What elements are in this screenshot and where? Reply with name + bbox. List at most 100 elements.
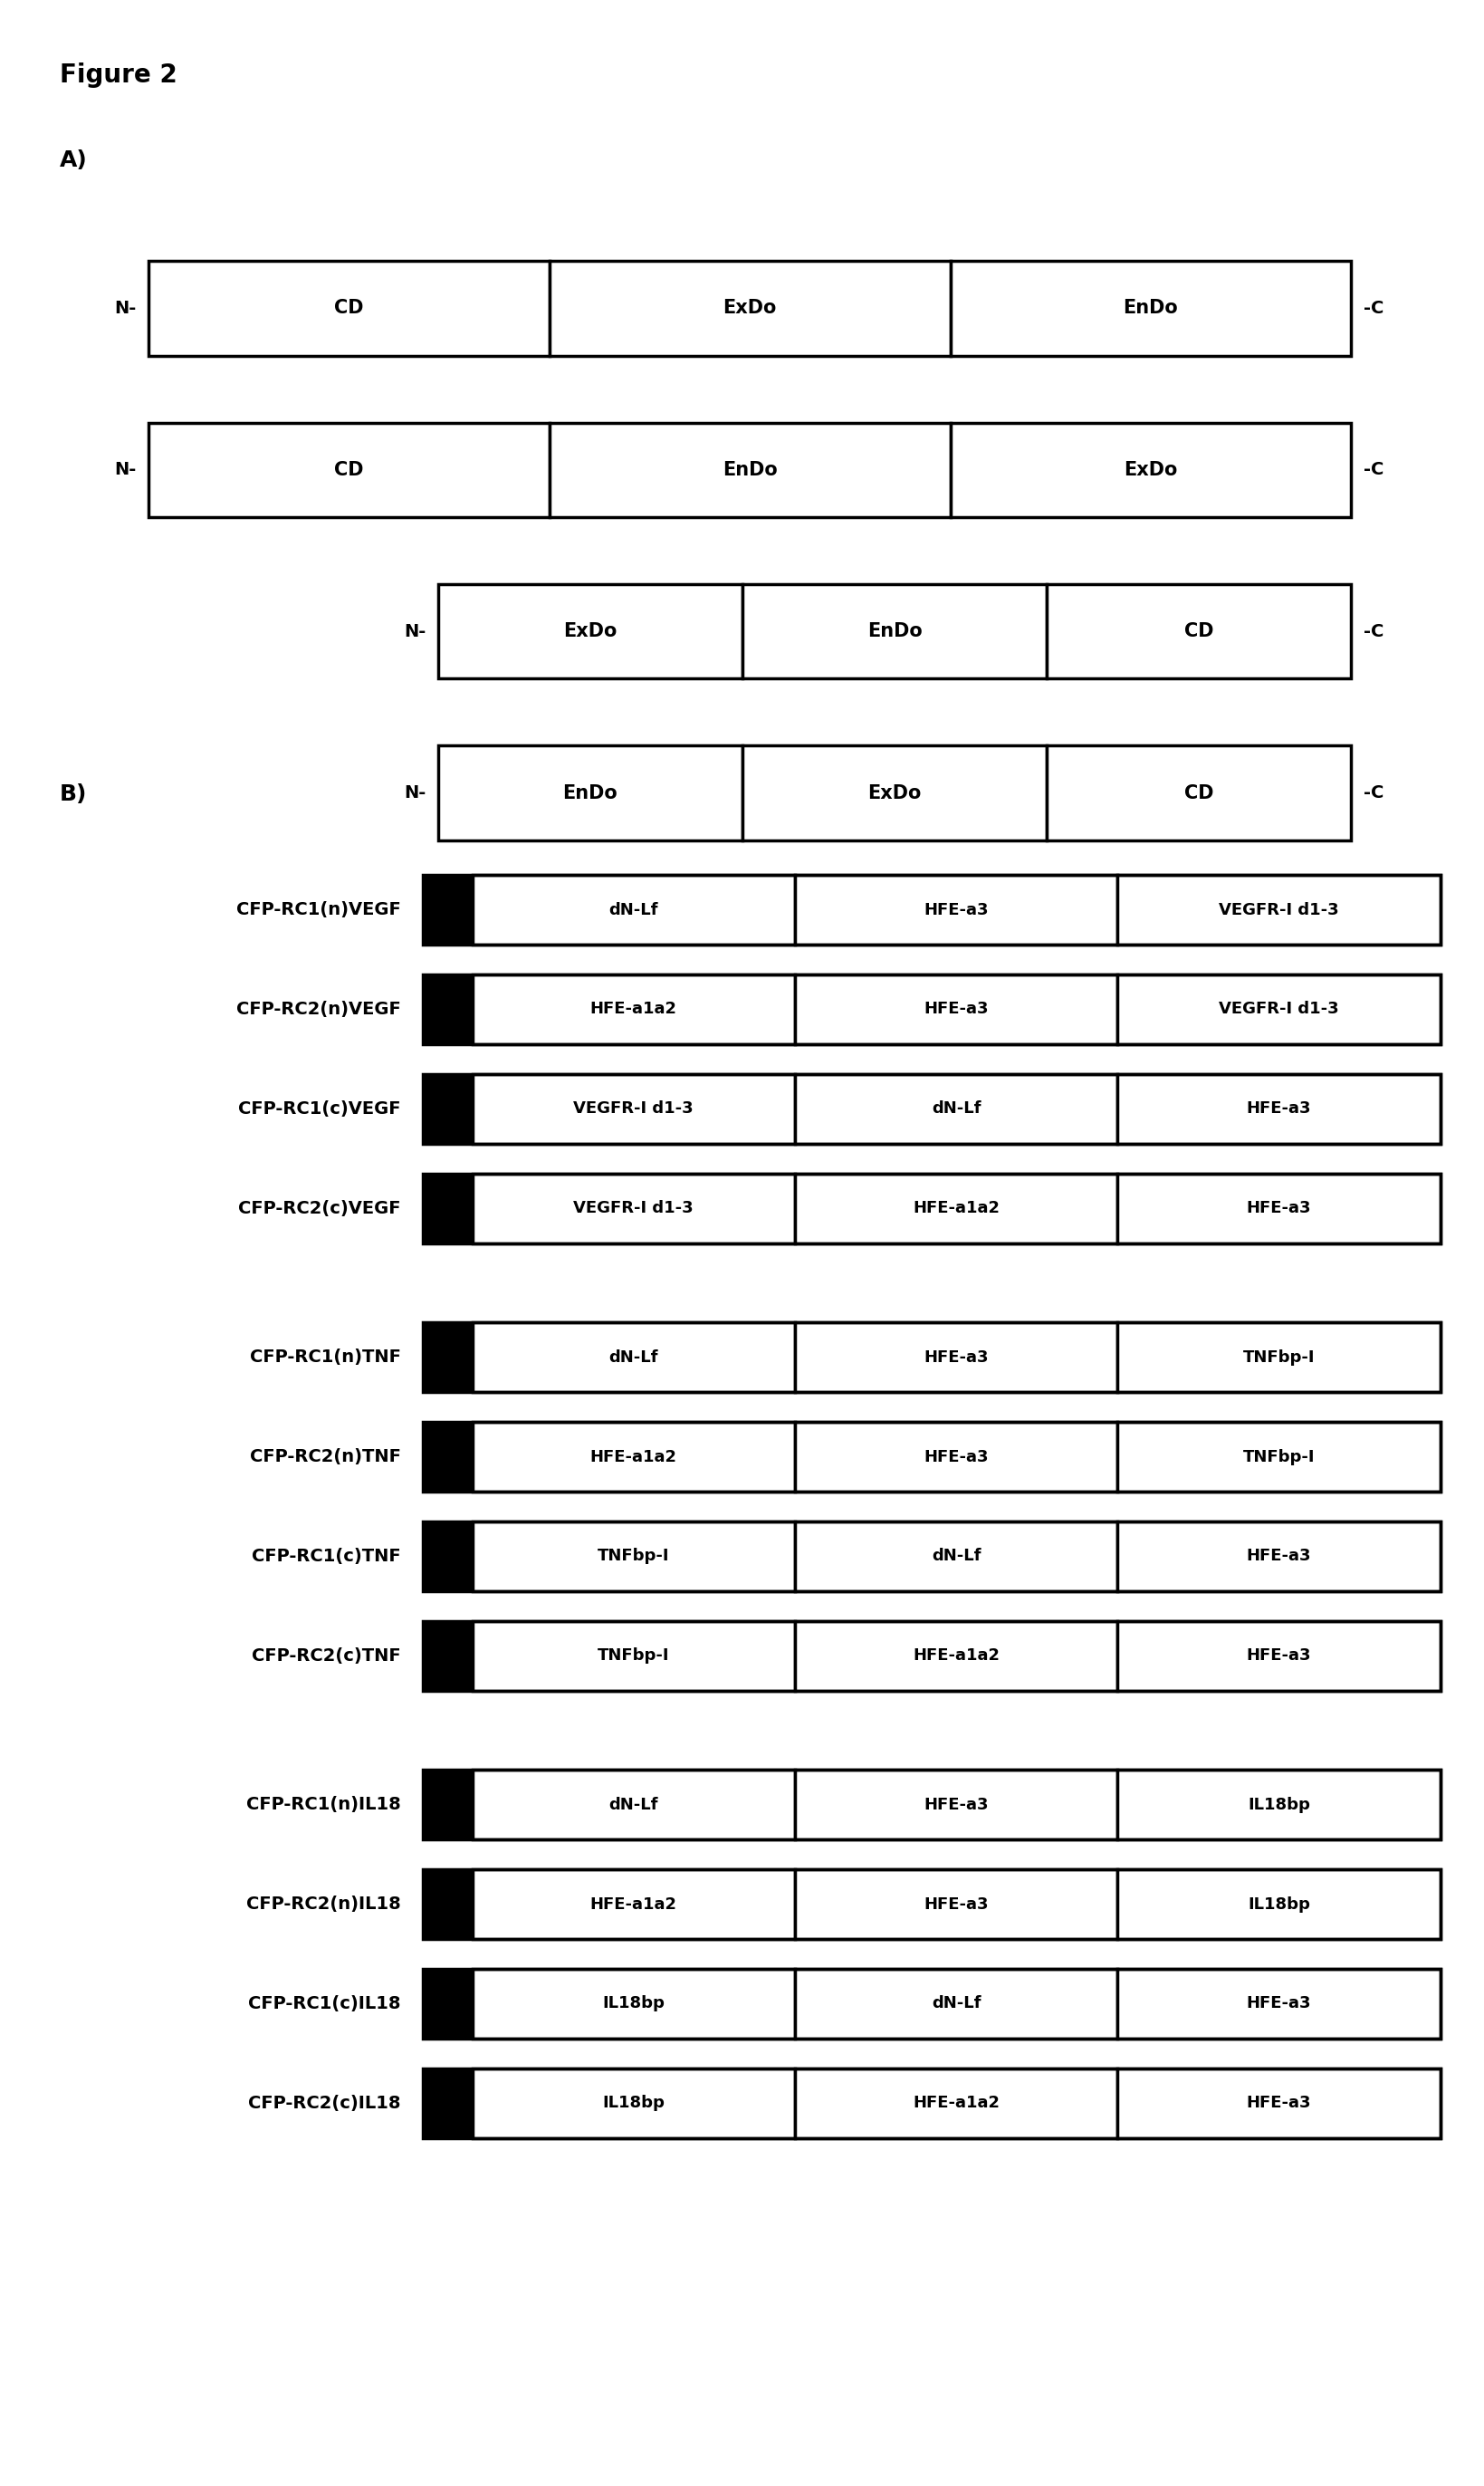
Text: CD: CD xyxy=(1184,783,1212,803)
Text: CFP-RC2(n)VEGF: CFP-RC2(n)VEGF xyxy=(236,1002,401,1017)
Text: HFE-a1a2: HFE-a1a2 xyxy=(913,2096,999,2111)
Bar xyxy=(1117,1521,1439,1591)
Text: CFP-RC2(n)TNF: CFP-RC2(n)TNF xyxy=(249,1449,401,1464)
Bar xyxy=(148,423,549,517)
Text: -C: -C xyxy=(1362,301,1383,316)
Text: CD: CD xyxy=(334,298,364,318)
Bar xyxy=(794,1422,1117,1492)
Text: CFP-RC1(n)TNF: CFP-RC1(n)TNF xyxy=(249,1350,401,1365)
Bar xyxy=(423,1323,1439,1392)
Bar xyxy=(472,1173,794,1243)
Bar xyxy=(794,1969,1117,2039)
Bar xyxy=(549,261,950,355)
Text: HFE-a3: HFE-a3 xyxy=(1247,1549,1310,1564)
Text: ExDo: ExDo xyxy=(1123,460,1177,480)
Bar xyxy=(1046,746,1350,840)
Bar xyxy=(423,1969,1439,2039)
Text: HFE-a1a2: HFE-a1a2 xyxy=(589,1449,677,1464)
Text: HFE-a1a2: HFE-a1a2 xyxy=(589,1897,677,1912)
Text: HFE-a3: HFE-a3 xyxy=(923,902,988,917)
Bar xyxy=(1117,1969,1439,2039)
Text: dN-Lf: dN-Lf xyxy=(608,1350,657,1365)
Bar xyxy=(472,1521,794,1591)
Text: A): A) xyxy=(59,149,88,172)
Bar xyxy=(423,1422,472,1492)
Bar xyxy=(438,584,742,679)
Text: EnDo: EnDo xyxy=(867,622,922,641)
Text: IL18bp: IL18bp xyxy=(603,1996,665,2011)
Text: CFP-RC2(c)TNF: CFP-RC2(c)TNF xyxy=(252,1648,401,1663)
Text: HFE-a3: HFE-a3 xyxy=(923,1897,988,1912)
Bar xyxy=(423,1422,1439,1492)
Text: dN-Lf: dN-Lf xyxy=(930,1549,981,1564)
Bar xyxy=(794,875,1117,945)
Bar xyxy=(423,2068,1439,2138)
Bar xyxy=(472,1621,794,1690)
Bar xyxy=(794,2068,1117,2138)
Bar xyxy=(423,2068,472,2138)
Bar xyxy=(794,975,1117,1044)
Text: CD: CD xyxy=(334,460,364,480)
Text: IL18bp: IL18bp xyxy=(603,2096,665,2111)
Bar xyxy=(423,1323,472,1392)
Text: CFP-RC2(c)VEGF: CFP-RC2(c)VEGF xyxy=(239,1201,401,1216)
Bar xyxy=(472,2068,794,2138)
Text: dN-Lf: dN-Lf xyxy=(608,902,657,917)
Bar xyxy=(1117,975,1439,1044)
Text: dN-Lf: dN-Lf xyxy=(608,1797,657,1812)
Bar xyxy=(423,875,472,945)
Text: -C: -C xyxy=(1362,786,1383,800)
Bar xyxy=(423,1521,472,1591)
Text: HFE-a1a2: HFE-a1a2 xyxy=(589,1002,677,1017)
Text: HFE-a3: HFE-a3 xyxy=(1247,1996,1310,2011)
Text: N-: N- xyxy=(114,301,137,316)
Text: B): B) xyxy=(59,783,88,805)
Text: CFP-RC1(c)IL18: CFP-RC1(c)IL18 xyxy=(248,1996,401,2011)
Bar xyxy=(472,1422,794,1492)
Bar xyxy=(549,423,950,517)
Bar xyxy=(1117,1422,1439,1492)
Text: VEGFR-I d1-3: VEGFR-I d1-3 xyxy=(1218,902,1339,917)
Bar xyxy=(1117,1074,1439,1144)
Bar xyxy=(423,875,1439,945)
Bar xyxy=(423,1869,1439,1939)
Text: TNFbp-I: TNFbp-I xyxy=(597,1648,669,1663)
Bar xyxy=(1117,1173,1439,1243)
Bar xyxy=(438,746,742,840)
Bar xyxy=(794,1869,1117,1939)
Bar xyxy=(423,1173,1439,1243)
Text: HFE-a1a2: HFE-a1a2 xyxy=(913,1201,999,1216)
Bar xyxy=(423,1969,472,2039)
Bar xyxy=(423,1173,472,1243)
Text: IL18bp: IL18bp xyxy=(1247,1797,1309,1812)
Bar xyxy=(472,1074,794,1144)
Text: HFE-a3: HFE-a3 xyxy=(1247,1101,1310,1116)
Text: HFE-a1a2: HFE-a1a2 xyxy=(913,1648,999,1663)
Text: HFE-a3: HFE-a3 xyxy=(923,1002,988,1017)
Text: CFP-RC2(n)IL18: CFP-RC2(n)IL18 xyxy=(246,1897,401,1912)
Bar xyxy=(423,975,1439,1044)
Text: N-: N- xyxy=(404,786,426,800)
Text: EnDo: EnDo xyxy=(562,783,617,803)
Text: VEGFR-I d1-3: VEGFR-I d1-3 xyxy=(573,1101,693,1116)
Bar xyxy=(794,1521,1117,1591)
Bar xyxy=(794,1770,1117,1840)
Bar xyxy=(794,1173,1117,1243)
Bar xyxy=(472,875,794,945)
Bar xyxy=(423,1074,472,1144)
Text: HFE-a3: HFE-a3 xyxy=(923,1350,988,1365)
Text: TNFbp-I: TNFbp-I xyxy=(1242,1350,1315,1365)
Bar xyxy=(1046,584,1350,679)
Text: HFE-a3: HFE-a3 xyxy=(923,1449,988,1464)
Bar xyxy=(423,1869,472,1939)
Bar xyxy=(794,1621,1117,1690)
Bar xyxy=(472,1969,794,2039)
Text: dN-Lf: dN-Lf xyxy=(930,1101,981,1116)
Text: HFE-a3: HFE-a3 xyxy=(923,1797,988,1812)
Bar xyxy=(794,1074,1117,1144)
Text: EnDo: EnDo xyxy=(1122,298,1178,318)
Text: EnDo: EnDo xyxy=(721,460,778,480)
Bar xyxy=(742,746,1046,840)
Bar xyxy=(423,1074,1439,1144)
Bar xyxy=(1117,1869,1439,1939)
